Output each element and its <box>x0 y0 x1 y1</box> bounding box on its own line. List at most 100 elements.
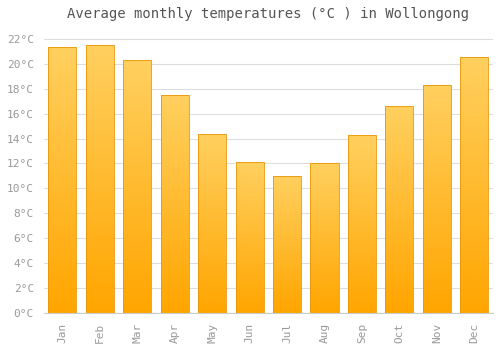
Bar <box>48 53 76 58</box>
Bar <box>86 281 114 286</box>
Bar <box>198 159 226 162</box>
Bar <box>460 144 488 149</box>
Bar <box>198 302 226 306</box>
Bar <box>273 247 301 250</box>
Bar <box>236 223 264 225</box>
Bar <box>460 104 488 108</box>
Bar <box>386 292 413 296</box>
Bar <box>310 193 338 196</box>
Bar <box>386 288 413 292</box>
Bar <box>160 117 189 121</box>
Bar <box>236 253 264 256</box>
Bar <box>423 149 451 153</box>
Bar <box>123 85 152 90</box>
Bar <box>423 85 451 313</box>
Bar <box>273 308 301 310</box>
Bar <box>198 284 226 288</box>
Bar <box>86 211 114 217</box>
Bar <box>460 160 488 165</box>
Bar <box>273 236 301 239</box>
Bar <box>123 126 152 131</box>
Bar <box>160 143 189 147</box>
Bar <box>348 228 376 231</box>
Bar <box>86 302 114 308</box>
Bar <box>423 112 451 117</box>
Bar <box>386 243 413 247</box>
Bar <box>386 247 413 251</box>
Bar <box>423 276 451 281</box>
Bar <box>273 258 301 261</box>
Bar <box>310 178 338 181</box>
Bar <box>460 216 488 221</box>
Bar <box>423 144 451 149</box>
Bar <box>48 85 76 90</box>
Bar <box>348 295 376 299</box>
Bar <box>236 289 264 292</box>
Bar <box>198 162 226 166</box>
Bar <box>160 282 189 287</box>
Bar <box>386 230 413 235</box>
Bar <box>423 258 451 263</box>
Bar <box>423 162 451 167</box>
Bar <box>460 257 488 262</box>
Bar <box>423 103 451 108</box>
Bar <box>198 259 226 263</box>
Bar <box>310 301 338 304</box>
Bar <box>460 165 488 170</box>
Bar <box>160 261 189 265</box>
Bar <box>236 180 264 183</box>
Bar <box>160 130 189 134</box>
Bar <box>423 135 451 140</box>
Bar <box>198 266 226 270</box>
Bar <box>123 308 152 313</box>
Bar <box>423 290 451 295</box>
Bar <box>48 170 76 175</box>
Bar <box>160 217 189 222</box>
Bar <box>236 183 264 186</box>
Bar <box>123 212 152 217</box>
Bar <box>310 208 338 211</box>
Bar <box>86 184 114 190</box>
Bar <box>48 233 76 239</box>
Bar <box>460 108 488 114</box>
Bar <box>86 222 114 227</box>
Bar <box>273 228 301 231</box>
Bar <box>310 220 338 223</box>
Bar <box>160 173 189 178</box>
Bar <box>348 146 376 149</box>
Bar <box>198 209 226 212</box>
Bar <box>198 231 226 234</box>
Bar <box>460 170 488 175</box>
Bar <box>236 186 264 189</box>
Bar <box>273 181 301 184</box>
Bar <box>123 242 152 247</box>
Bar <box>386 218 413 222</box>
Bar <box>386 147 413 152</box>
Bar <box>48 63 76 69</box>
Bar <box>123 227 152 232</box>
Bar <box>310 169 338 173</box>
Bar <box>273 302 301 305</box>
Bar <box>460 308 488 313</box>
Bar <box>123 267 152 273</box>
Bar <box>86 147 114 152</box>
Bar <box>310 304 338 307</box>
Bar <box>86 243 114 249</box>
Bar <box>273 291 301 294</box>
Bar <box>460 83 488 88</box>
Bar <box>236 177 264 180</box>
Bar <box>310 196 338 200</box>
Bar <box>160 139 189 143</box>
Bar <box>160 274 189 278</box>
Bar <box>198 223 226 227</box>
Bar <box>236 259 264 262</box>
Bar <box>198 270 226 274</box>
Bar <box>310 184 338 187</box>
Bar <box>423 213 451 217</box>
Bar <box>160 169 189 173</box>
Bar <box>160 243 189 247</box>
Bar <box>348 263 376 267</box>
Bar <box>460 129 488 134</box>
Bar <box>123 187 152 191</box>
Bar <box>160 291 189 296</box>
